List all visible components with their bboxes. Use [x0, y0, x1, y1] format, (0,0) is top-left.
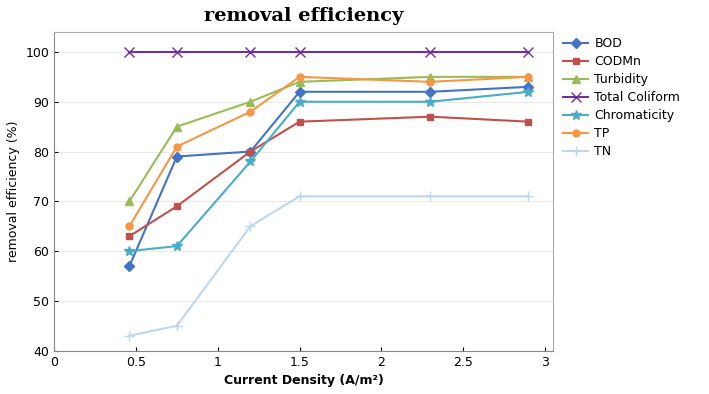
Legend: BOD, CODMn, Turbidity, Total Coliform, Chromaticity, TP, TN: BOD, CODMn, Turbidity, Total Coliform, C… [558, 32, 685, 163]
CODMn [172, 204, 181, 209]
Total Coliform [524, 50, 532, 54]
TP [426, 80, 435, 84]
BOD [125, 264, 134, 268]
BOD [172, 154, 181, 159]
Chromaticity [246, 159, 255, 164]
TN [295, 194, 303, 199]
Chromaticity [524, 89, 532, 94]
Line: BOD: BOD [126, 84, 532, 269]
TN [172, 323, 181, 328]
TN [426, 194, 435, 199]
Total Coliform [246, 50, 255, 54]
TP [295, 74, 303, 79]
Turbidity [246, 99, 255, 104]
Line: TP: TP [126, 73, 532, 230]
TP [125, 224, 134, 229]
Turbidity [426, 74, 435, 79]
TP [246, 110, 255, 114]
TN [246, 224, 255, 229]
Chromaticity [125, 249, 134, 253]
BOD [246, 149, 255, 154]
BOD [524, 84, 532, 89]
Line: Chromaticity: Chromaticity [125, 87, 533, 256]
Line: CODMn: CODMn [126, 113, 532, 240]
CODMn [295, 119, 303, 124]
Line: Turbidity: Turbidity [125, 72, 532, 205]
Turbidity [125, 199, 134, 204]
BOD [426, 89, 435, 94]
BOD [295, 89, 303, 94]
Turbidity [172, 124, 181, 129]
X-axis label: Current Density (A/m²): Current Density (A/m²) [224, 374, 384, 387]
TN [524, 194, 532, 199]
Total Coliform [172, 50, 181, 54]
Title: removal efficiency: removal efficiency [204, 7, 403, 25]
Total Coliform [426, 50, 435, 54]
CODMn [246, 149, 255, 154]
Chromaticity [426, 99, 435, 104]
Turbidity [295, 80, 303, 84]
Chromaticity [172, 244, 181, 249]
TP [172, 144, 181, 149]
CODMn [426, 114, 435, 119]
TN [125, 333, 134, 338]
Y-axis label: removal efficiency (%): removal efficiency (%) [7, 121, 20, 262]
TP [524, 74, 532, 79]
Total Coliform [125, 50, 134, 54]
Chromaticity [295, 99, 303, 104]
Turbidity [524, 74, 532, 79]
Line: TN: TN [125, 191, 533, 340]
Line: Total Coliform: Total Coliform [125, 47, 533, 57]
Total Coliform [295, 50, 303, 54]
CODMn [524, 119, 532, 124]
CODMn [125, 234, 134, 238]
